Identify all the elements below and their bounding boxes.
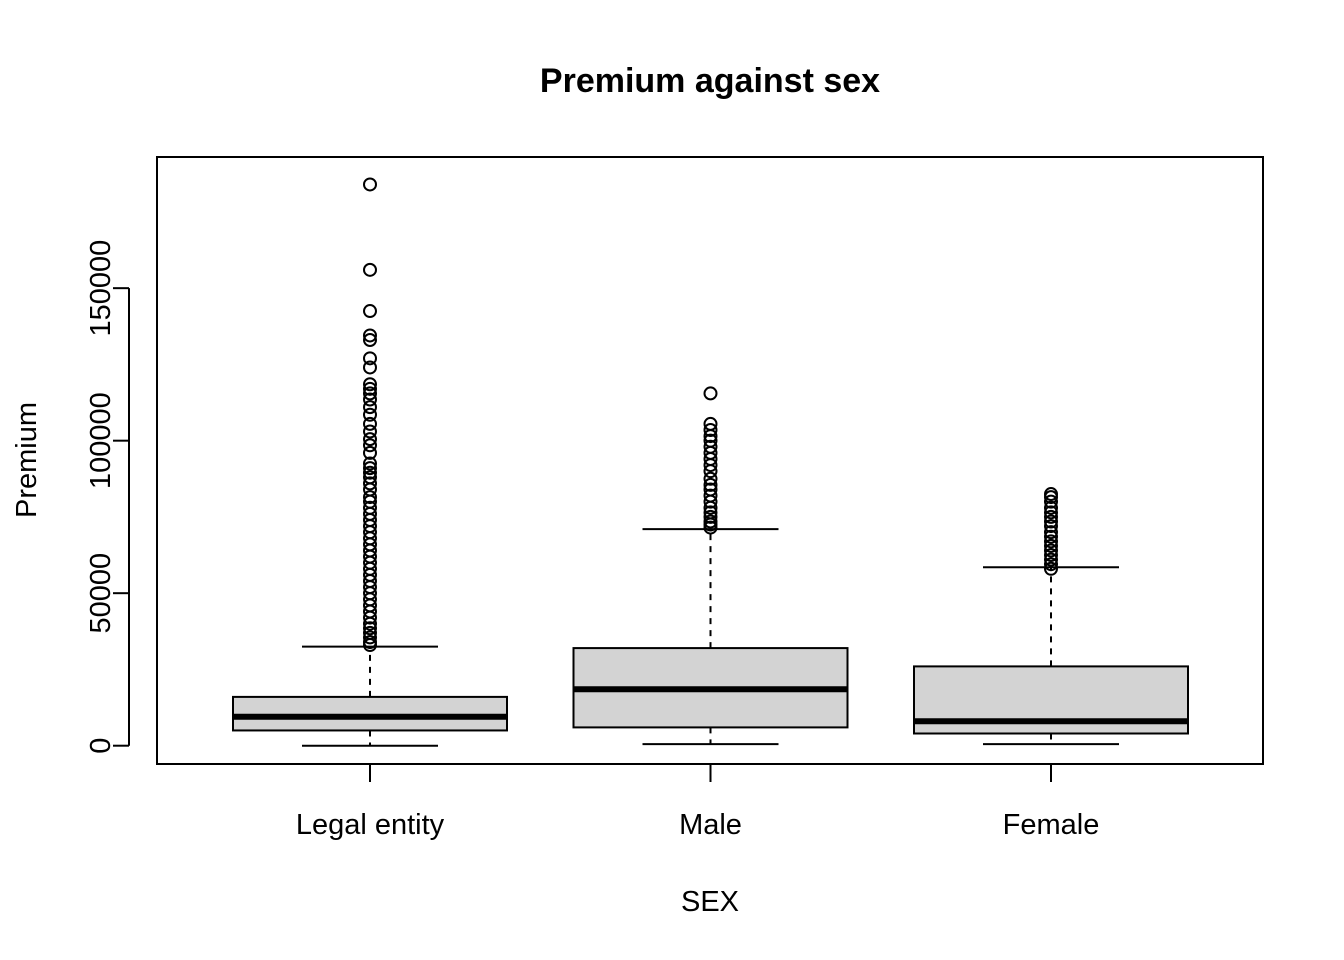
outlier-point xyxy=(1044,534,1058,549)
outlier-point xyxy=(363,262,377,277)
outlier-point xyxy=(703,416,718,431)
outlier-point xyxy=(703,471,718,486)
outlier-point xyxy=(1044,552,1058,567)
outlier-point xyxy=(703,509,718,524)
outlier-point xyxy=(363,634,377,649)
outlier-point xyxy=(703,514,718,529)
outlier-point xyxy=(363,177,377,192)
outlier-point xyxy=(703,505,718,520)
outlier-point xyxy=(1044,494,1058,509)
iqr-box xyxy=(232,695,508,732)
outlier-point xyxy=(363,630,377,645)
outlier-point xyxy=(363,456,377,471)
outlier-point xyxy=(363,351,377,366)
outlier-point xyxy=(703,422,718,437)
outlier-point xyxy=(363,377,377,392)
x-tick-label: Female xyxy=(1003,809,1100,841)
x-axis-label: SEX xyxy=(681,886,739,918)
outlier-point xyxy=(363,400,377,415)
outlier-point xyxy=(1044,538,1058,553)
y-tick-label: 50000 xyxy=(85,553,117,634)
outlier-point xyxy=(1044,543,1058,558)
outlier-point xyxy=(1044,519,1058,534)
outlier-point xyxy=(363,461,377,476)
outlier-point xyxy=(703,386,718,401)
x-tick-label: Male xyxy=(679,809,742,841)
outlier-point xyxy=(703,433,718,448)
chart-title: Premium against sex xyxy=(540,62,880,100)
y-tick-label: 0 xyxy=(85,738,117,754)
outlier-point xyxy=(703,477,718,492)
outlier-point xyxy=(363,360,377,375)
outlier-point xyxy=(1044,487,1058,502)
outlier-point xyxy=(363,470,377,485)
outlier-point xyxy=(363,333,377,348)
outlier-point xyxy=(363,490,377,505)
outlier-point xyxy=(1044,529,1058,544)
outlier-point xyxy=(1044,561,1058,576)
y-axis: 0 50000 100000 150000 xyxy=(85,240,130,754)
outlier-point xyxy=(1044,500,1058,515)
outlier-point xyxy=(363,392,377,407)
outlier-point xyxy=(363,438,377,453)
outlier-point xyxy=(363,328,377,343)
boxes-group xyxy=(232,177,1189,747)
outlier-point xyxy=(1044,514,1058,529)
outlier-point xyxy=(363,432,377,447)
outlier-point xyxy=(363,445,377,460)
box-female xyxy=(913,487,1189,746)
outlier-point xyxy=(363,304,377,319)
outlier-point xyxy=(363,424,377,439)
outlier-point xyxy=(363,621,377,636)
outlier-point xyxy=(363,500,377,515)
outlier-point xyxy=(363,416,377,431)
outlier-point xyxy=(363,381,377,396)
outlier-point xyxy=(363,386,377,401)
outlier-point xyxy=(703,439,718,454)
x-axis: Legal entity Male Female xyxy=(296,763,1100,841)
outlier-point xyxy=(1044,505,1058,520)
outlier-point xyxy=(703,482,718,497)
outlier-point xyxy=(703,488,718,503)
outlier-point xyxy=(363,476,377,491)
x-tick-label: Legal entity xyxy=(296,809,445,841)
outlier-point xyxy=(1044,525,1058,540)
y-tick-label: 100000 xyxy=(85,392,117,489)
outlier-point xyxy=(1044,557,1058,572)
y-tick-label: 150000 xyxy=(85,240,117,337)
box-male xyxy=(572,386,849,746)
outlier-point xyxy=(363,625,377,640)
y-axis-label: Premium xyxy=(11,402,43,518)
outlier-point xyxy=(1044,548,1058,563)
outlier-point xyxy=(1044,509,1058,524)
outlier-point xyxy=(363,465,377,480)
box-legal-entity xyxy=(232,177,508,747)
outlier-point xyxy=(363,407,377,422)
